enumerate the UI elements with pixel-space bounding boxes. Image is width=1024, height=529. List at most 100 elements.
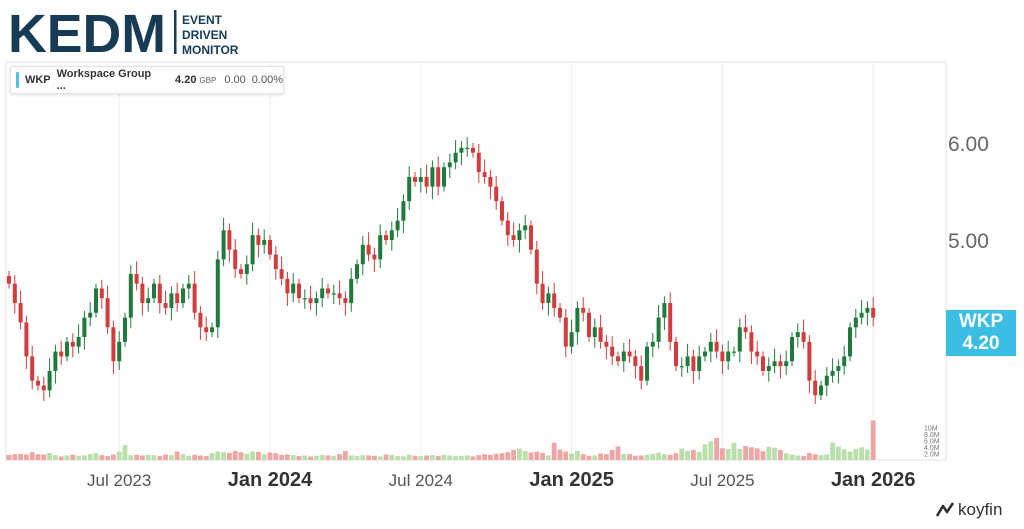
candle-body <box>331 293 336 295</box>
volume-bar <box>534 451 540 460</box>
candle-body <box>36 380 40 386</box>
volume-bar <box>847 451 853 460</box>
volume-bar <box>598 453 603 460</box>
volume-bar <box>47 452 52 460</box>
volume-bar <box>760 451 766 460</box>
volume-bar <box>795 455 801 460</box>
volume-bar <box>441 454 447 460</box>
candle-body <box>488 176 493 187</box>
volume-bar <box>499 453 505 460</box>
volume-bar <box>749 447 754 460</box>
volume-bar <box>546 455 551 460</box>
volume-bar <box>58 456 64 460</box>
volume-bar <box>488 454 493 460</box>
volume-tick-label: 4.0M <box>924 445 940 452</box>
volume-bar <box>406 454 412 460</box>
candle-body <box>7 275 11 284</box>
candle-body <box>737 327 742 352</box>
volume-bar <box>435 456 441 460</box>
volume-bar <box>522 450 528 460</box>
volume-bar <box>180 454 186 460</box>
volume-bar <box>627 454 632 460</box>
volume-bar <box>830 442 835 460</box>
candle-body <box>621 351 626 362</box>
volume-bar <box>859 447 864 460</box>
volume-bar <box>836 446 841 460</box>
volume-bar <box>151 455 157 460</box>
volume-bar <box>174 451 180 460</box>
volume-bar <box>18 453 23 460</box>
candle-body <box>517 230 522 240</box>
candle-body <box>215 259 220 328</box>
volume-bar <box>105 456 110 460</box>
volume-bar <box>656 452 661 460</box>
volume-bar <box>192 454 197 460</box>
volume-bar <box>244 453 250 460</box>
candle-body <box>285 278 290 294</box>
candle-body <box>204 327 209 333</box>
candle-body <box>494 186 499 202</box>
candle-body <box>871 307 876 318</box>
candle-body <box>12 283 17 304</box>
koyfin-logo-icon <box>936 502 954 517</box>
price-tag-price: 4.20 <box>962 333 1000 354</box>
volume-bar <box>412 455 418 460</box>
candle-body <box>691 356 696 371</box>
candle-body <box>703 351 707 357</box>
volume-bar <box>604 454 609 460</box>
candle-body <box>256 235 261 245</box>
x-tick-label: Jan 2024 <box>228 469 313 491</box>
candle-body <box>192 283 197 313</box>
candle-body <box>186 283 191 289</box>
volume-bar <box>128 455 134 460</box>
volume-bar <box>6 454 12 460</box>
candle-body <box>732 351 736 353</box>
volume-bar <box>580 454 586 460</box>
volume-bar <box>464 455 470 460</box>
volume-bar <box>145 454 151 460</box>
volume-bar <box>343 450 348 460</box>
volume-bar <box>285 454 290 460</box>
volume-bar <box>430 455 435 460</box>
volume-bar <box>372 455 377 460</box>
volume-bar <box>551 442 557 460</box>
volume-bar <box>644 454 650 460</box>
candle-body <box>610 346 615 357</box>
legend-change-pct: 0.00% <box>251 74 283 86</box>
plot-frame <box>5 61 947 461</box>
legend-company-name: Workspace Group ... <box>56 68 152 92</box>
candle-body <box>523 225 528 231</box>
volume-bar <box>609 449 615 460</box>
volume-bar <box>633 455 638 460</box>
volume-bar <box>725 448 731 460</box>
volume-bar <box>76 455 81 460</box>
volume-bar <box>476 455 482 460</box>
volume-bar <box>99 455 105 460</box>
volume-bar <box>337 454 342 460</box>
legend-box[interactable]: WKP Workspace Group ... 4.20 GBP 0.00 0.… <box>10 66 284 94</box>
candle-body <box>123 317 127 342</box>
volume-bar <box>638 455 644 460</box>
candle-body <box>442 167 446 187</box>
candle-body <box>476 152 481 173</box>
candle-body <box>308 298 313 304</box>
volume-bar <box>720 448 725 460</box>
candle-body <box>616 356 620 362</box>
volume-bar <box>824 454 830 460</box>
volume-bar <box>470 456 476 460</box>
volume-bar <box>853 448 859 460</box>
volume-bar <box>586 455 592 460</box>
candle-body <box>82 317 87 337</box>
x-tick-label: Jul 2023 <box>87 471 151 490</box>
candle-body <box>766 366 771 371</box>
candle-body <box>395 220 400 231</box>
volume-bar <box>621 453 627 460</box>
volume-bar <box>575 450 580 460</box>
candle-body <box>558 307 562 318</box>
candle-body <box>320 288 325 299</box>
volume-bar <box>319 454 325 460</box>
volume-bar <box>754 448 760 460</box>
volume-tick-label: 10M <box>924 426 938 433</box>
volume-tick-label: 8.0M <box>924 432 940 439</box>
volume-bar <box>691 449 696 460</box>
